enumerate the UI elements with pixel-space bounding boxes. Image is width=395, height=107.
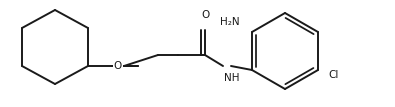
- Text: NH: NH: [224, 73, 240, 83]
- Text: Cl: Cl: [328, 70, 339, 80]
- Text: O: O: [114, 61, 122, 71]
- Text: H₂N: H₂N: [220, 17, 240, 27]
- Text: O: O: [201, 10, 209, 20]
